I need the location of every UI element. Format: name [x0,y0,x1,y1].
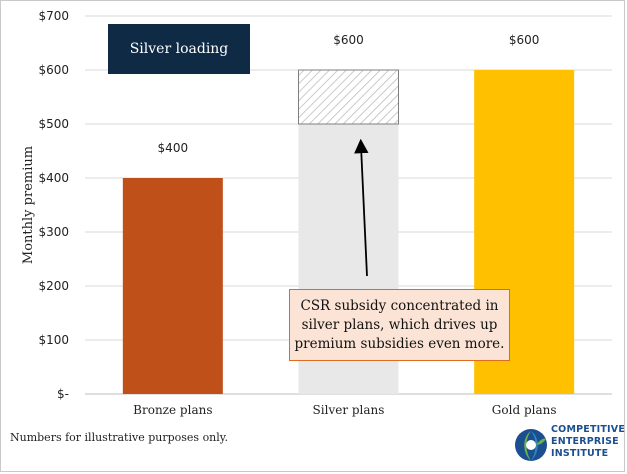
logo-line: COMPETITIVE [551,424,626,435]
y-tick-label: $200 [38,279,69,293]
csr-annotation: CSR subsidy concentrated in silver plans… [289,289,510,361]
logo-line: INSTITUTE [551,448,609,459]
csr-annotation-line: CSR subsidy concentrated in [300,297,499,314]
y-tick-labels: $- $100 $200 $300 $400 $500 $600 $700 [38,9,69,401]
y-tick-label: $- [57,387,69,401]
x-category-label: Silver plans [313,403,385,417]
silver-loading-label: Silver loading [108,24,250,74]
y-axis-title: Monthly premium [21,146,36,264]
y-tick-label: $700 [38,9,69,23]
data-label: $400 [158,141,189,155]
x-category-label: Bronze plans [133,403,212,417]
data-labels: $400 $600 $600 [158,33,540,155]
footnote: Numbers for illustrative purposes only. [10,431,229,444]
csr-annotation-line: silver plans, which drives up [301,316,498,333]
y-tick-label: $300 [38,225,69,239]
csr-annotation-line: premium subsidies even more. [294,335,505,352]
data-label: $600 [333,33,364,47]
x-category-labels: Bronze plans Silver plans Gold plans [133,403,556,417]
y-tick-label: $600 [38,63,69,77]
y-tick-label: $400 [38,171,69,185]
bar [122,178,223,394]
logo-line: ENTERPRISE [551,436,619,447]
x-category-label: Gold plans [492,403,557,417]
globe-leaf-icon [515,429,547,461]
cei-logo: COMPETITIVE ENTERPRISE INSTITUTE [512,421,625,469]
data-label: $600 [509,33,540,47]
y-tick-label: $500 [38,117,69,131]
logo-text: COMPETITIVE ENTERPRISE INSTITUTE [551,424,625,460]
y-tick-label: $100 [38,333,69,347]
bar-loading-segment [298,69,399,125]
bars [122,69,575,394]
annotation-arrow [354,138,369,277]
